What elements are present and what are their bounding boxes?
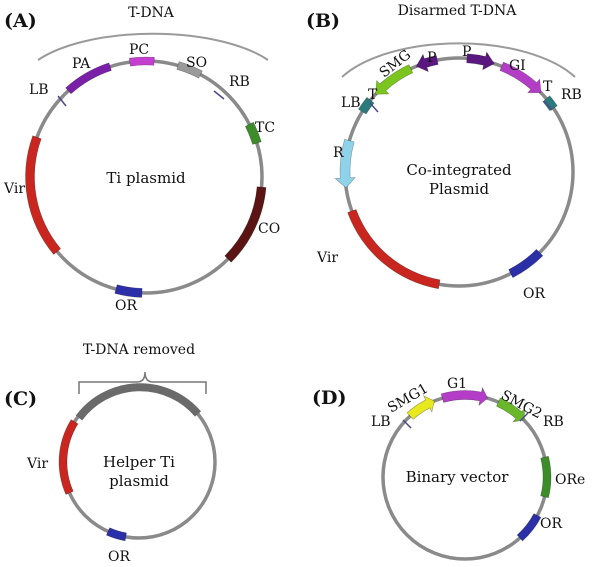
panel-c-label: (C) bbox=[4, 388, 37, 410]
panel-d-segment-ore bbox=[540, 455, 552, 499]
panel-a-so-label: SO bbox=[186, 55, 207, 71]
panel-b-segment-smg bbox=[375, 64, 414, 95]
panel-d-segment-or bbox=[516, 513, 542, 542]
panel-a-segment-vir bbox=[25, 135, 62, 255]
panel-d-segment-smg2 bbox=[496, 397, 526, 423]
panel-d-or-label: OR bbox=[540, 516, 562, 532]
panel-d-center-label: Binary vector bbox=[406, 468, 510, 486]
panel-b-label: (B) bbox=[306, 10, 340, 32]
panel-b-rb-tick bbox=[543, 100, 553, 111]
panel-b-segment-p2 bbox=[466, 51, 495, 71]
panel-a-tdna-bracket bbox=[37, 32, 269, 61]
panel-a-pa-label: PA bbox=[72, 56, 91, 72]
panel-a-pc-label: PC bbox=[129, 42, 149, 58]
panel-b-center-label-2: Plasmid bbox=[429, 180, 490, 198]
panel-b-p2-label: P bbox=[462, 44, 471, 60]
panel-a-tc-label: TC bbox=[255, 120, 275, 136]
panel-b-segment-t-left bbox=[358, 97, 375, 115]
panel-b-segment-or bbox=[508, 249, 544, 278]
panel-c-segment-or bbox=[106, 527, 127, 542]
panel-c-center-label-1: Helper Ti bbox=[103, 453, 175, 471]
panel-a-tdna-label: T-DNA bbox=[128, 5, 175, 21]
panel-c-removed-region bbox=[75, 383, 202, 421]
panel-c-center-label-2: plasmid bbox=[109, 472, 169, 490]
panel-a-segment-pa bbox=[65, 62, 112, 95]
panel-c-removed-bracket bbox=[78, 371, 207, 394]
panel-b-segment-r bbox=[334, 138, 356, 189]
panel-d-ore-label: ORe bbox=[555, 472, 585, 488]
panel-d-label: (D) bbox=[312, 387, 346, 409]
panel-a-segment-tc bbox=[244, 121, 262, 145]
panel-d-rb-label: RB bbox=[543, 414, 564, 430]
panel-a-rb-tick bbox=[213, 90, 225, 100]
panel-b-or-label: OR bbox=[523, 286, 545, 302]
panel-a-segment-so bbox=[176, 61, 203, 79]
panel-b-gi-label: GI bbox=[509, 58, 526, 74]
panel-a-rb-label: RB bbox=[229, 74, 250, 90]
panel-d-segment-smg1 bbox=[406, 395, 435, 420]
panel-d-rb-tick bbox=[519, 412, 529, 422]
panel-b-lb-tick bbox=[369, 102, 379, 113]
panel-b-segment-gi bbox=[499, 61, 542, 94]
panel-b-segment-vir bbox=[347, 209, 441, 290]
panel-b-t-left-label: T bbox=[368, 87, 378, 103]
panel-b-p1-label: P bbox=[427, 50, 436, 66]
panel-a-vir-label: Vir bbox=[3, 181, 25, 197]
panel-b-rb-label: RB bbox=[561, 87, 582, 103]
panel-b-segment-t-right bbox=[542, 95, 558, 112]
panel-a-segment-or bbox=[114, 284, 143, 298]
panel-a-or-label: OR bbox=[115, 298, 137, 314]
panel-c: (C) T-DNA removed Helper Ti plasmid Vir … bbox=[4, 342, 217, 565]
panel-b-tdna-label: Disarmed T-DNA bbox=[398, 3, 518, 19]
panel-c-removed-label: T-DNA removed bbox=[83, 342, 195, 358]
panel-c-vir-label: Vir bbox=[26, 456, 48, 472]
panel-c-or-label: OR bbox=[108, 549, 130, 565]
panel-d-g1-label: G1 bbox=[447, 376, 467, 392]
panel-b-lb-label: LB bbox=[341, 95, 361, 111]
panel-b-tdna-bracket bbox=[341, 42, 576, 78]
panel-a-lb-tick bbox=[57, 95, 67, 107]
panel-a-segment-pc bbox=[128, 56, 155, 67]
panel-a-segment-co bbox=[224, 186, 267, 263]
panel-d: (D) Binary vector LB SMG1 G1 SMG2 RB ORe… bbox=[312, 376, 585, 561]
panel-b-t-right-label: T bbox=[543, 79, 553, 95]
panel-b-center-label-1: Co-integrated bbox=[406, 161, 512, 179]
panel-b-r-label: R bbox=[333, 145, 344, 161]
panel-a-lb-label: LB bbox=[29, 82, 49, 98]
panel-b: (B) Disarmed T-DNA Co-integrated Plasmid… bbox=[306, 3, 582, 302]
panel-b-vir-label: Vir bbox=[316, 250, 338, 266]
panel-a-label: (A) bbox=[4, 10, 37, 32]
panel-c-segment-vir bbox=[58, 419, 79, 495]
panel-a-co-label: CO bbox=[258, 221, 280, 237]
panel-a-center-label: Ti plasmid bbox=[106, 169, 186, 187]
panel-b-segment-p1 bbox=[415, 53, 439, 73]
panel-d-lb-tick bbox=[402, 419, 412, 429]
panel-a: (A) T-DNA Ti plasmid LB PA PC SO RB TC C… bbox=[3, 5, 280, 314]
panel-d-segment-g1 bbox=[440, 386, 488, 407]
panel-d-lb-label: LB bbox=[371, 414, 391, 430]
